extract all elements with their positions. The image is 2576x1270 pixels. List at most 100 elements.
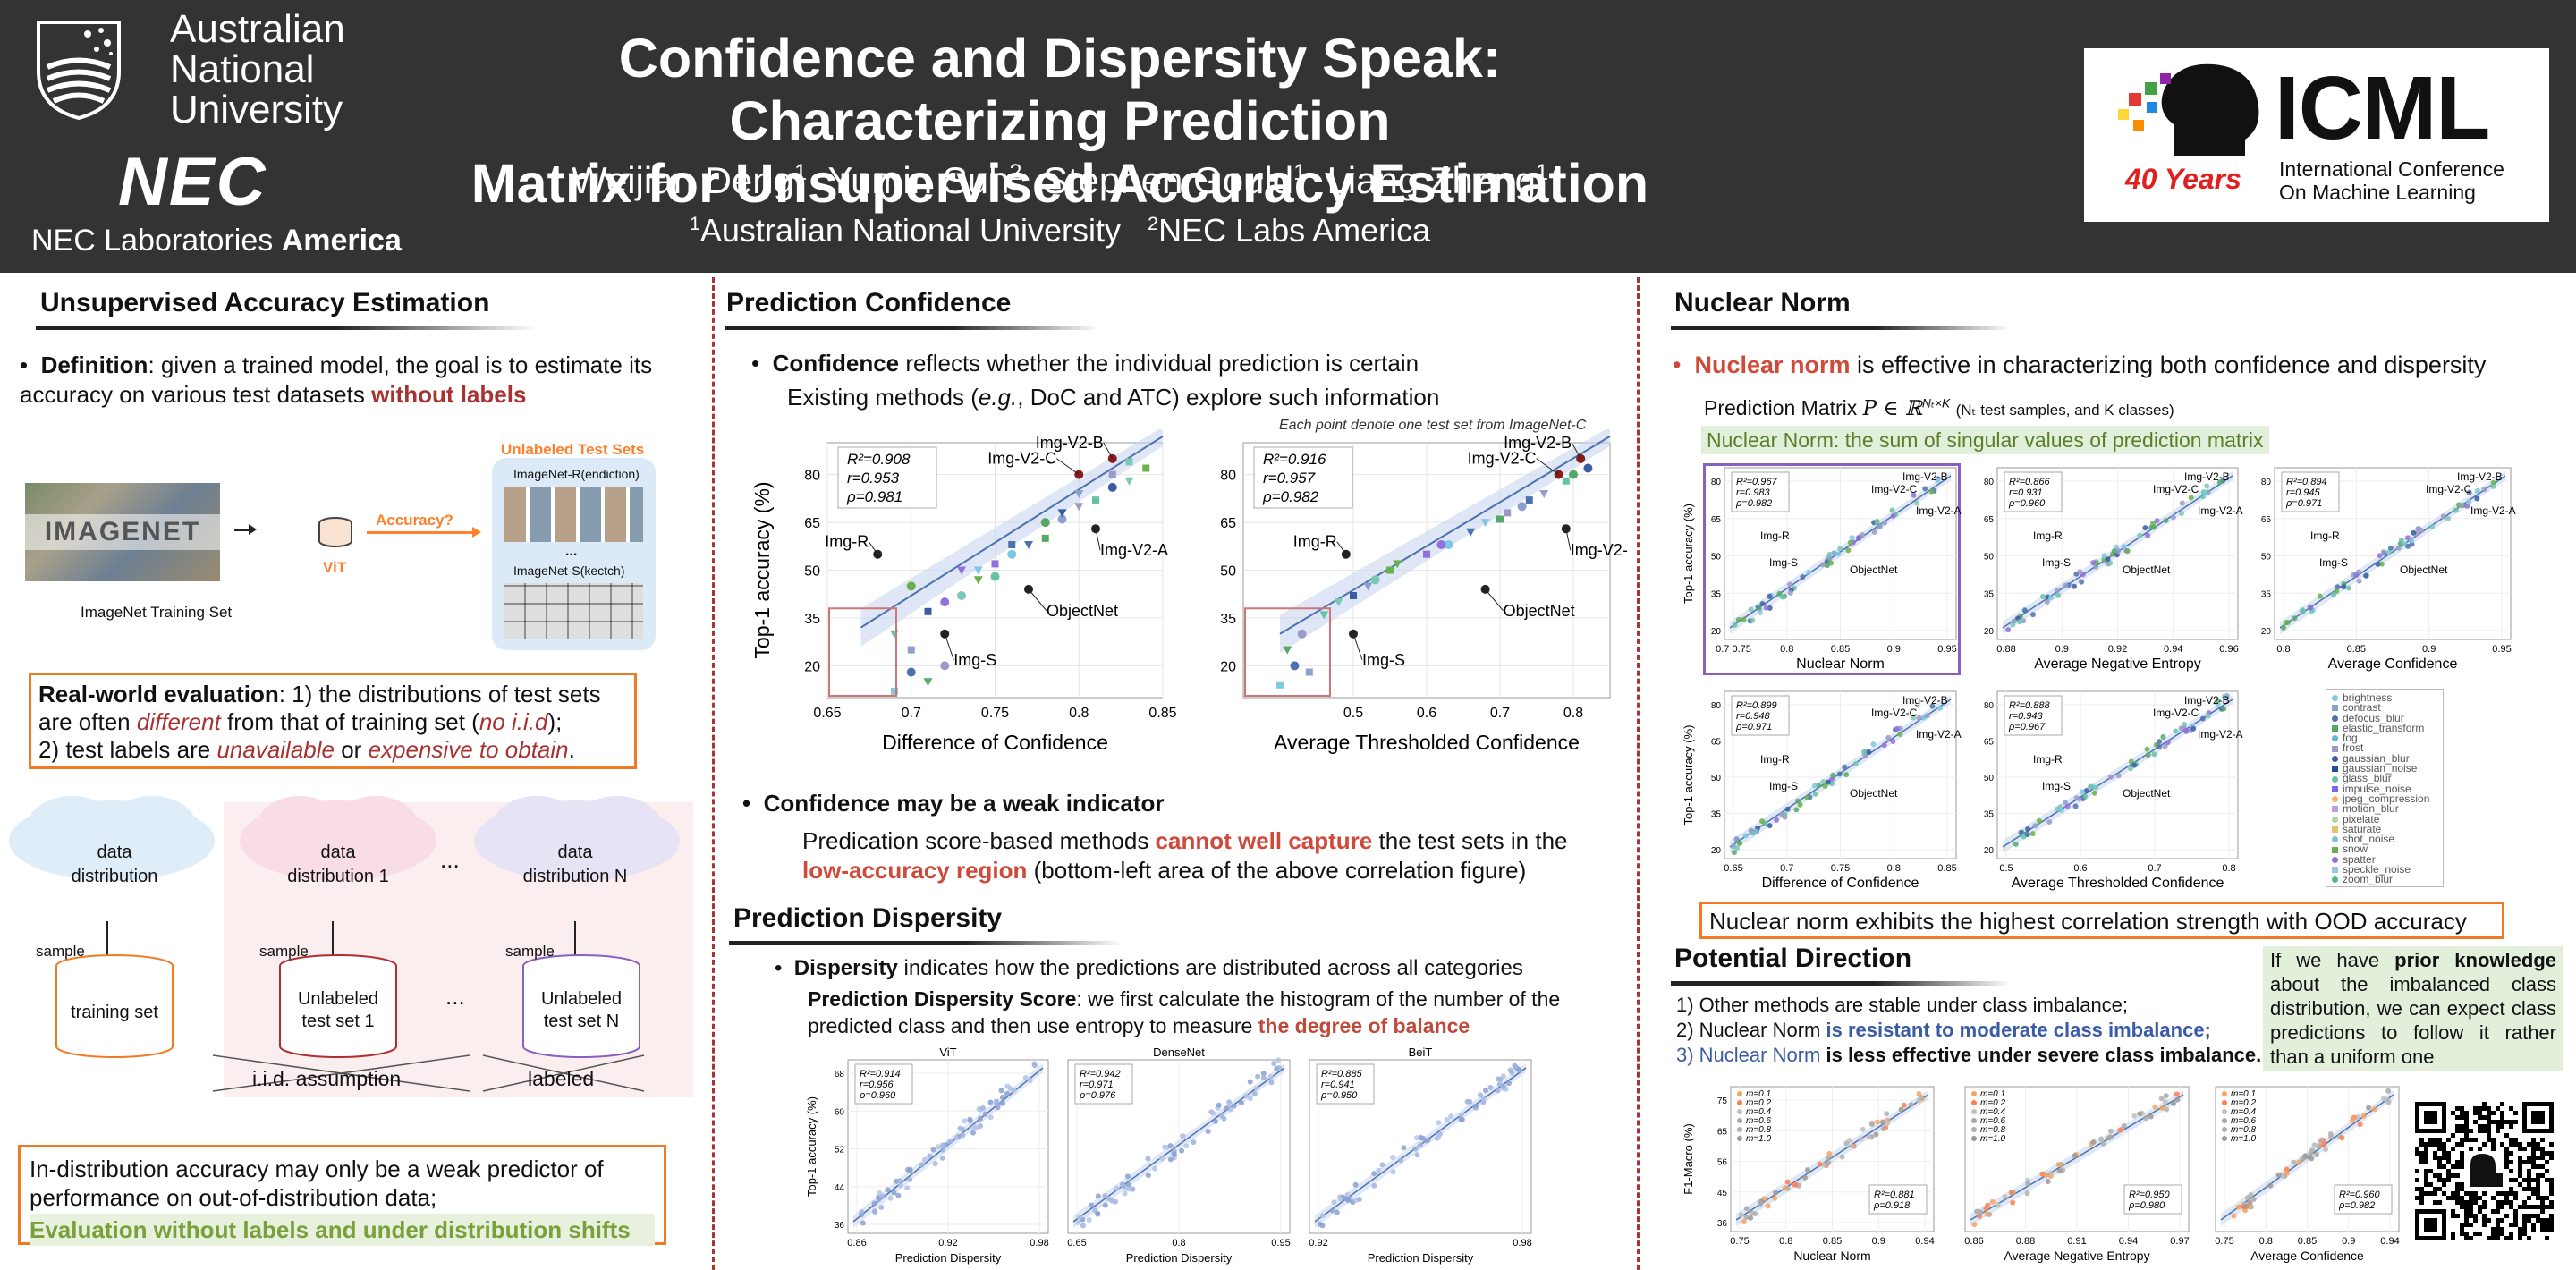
qr-module [2518, 1173, 2522, 1178]
stat-text: ρ=0.967 [2008, 722, 2046, 732]
data-point [2137, 1111, 2143, 1117]
data-point [1260, 1075, 1267, 1081]
qr-module [2513, 1196, 2518, 1200]
data-point [2466, 489, 2472, 495]
data-point [1914, 500, 1920, 506]
dispersity-text: • Dispersity indicates how the predictio… [775, 956, 1523, 980]
qr-module [2527, 1156, 2531, 1160]
qr-module [2442, 1156, 2446, 1160]
data-point [2107, 774, 2114, 780]
y-tick-label: 20 [804, 659, 820, 674]
annotation-label: Img-V2-A [2470, 504, 2516, 517]
qr-module [2469, 1147, 2473, 1151]
data-point [1243, 1093, 1250, 1099]
column-separator [712, 277, 715, 1270]
qr-module [2549, 1191, 2554, 1196]
y-axis-label: Top-1 accuracy (%) [751, 481, 774, 658]
qr-module [2527, 1182, 2531, 1187]
data-point [2156, 744, 2162, 750]
data-point [987, 1099, 994, 1105]
data-point [2377, 553, 2383, 559]
data-point [1268, 1074, 1275, 1080]
data-point [998, 1088, 1004, 1094]
qr-module [2455, 1106, 2460, 1111]
data-point [1922, 486, 1928, 492]
qr-module [2473, 1106, 2478, 1111]
model-cylinder-icon [318, 517, 352, 547]
data-point [2083, 788, 2089, 794]
data-point [1935, 478, 1941, 484]
qr-module [2504, 1191, 2509, 1196]
y-tick-label: 50 [1984, 553, 1995, 563]
data-point [1845, 547, 1852, 554]
data-point [1822, 783, 1828, 790]
data-point [1835, 551, 1842, 557]
data-point [1784, 1179, 1791, 1185]
qr-module [2509, 1106, 2513, 1111]
stats-box [837, 446, 937, 509]
data-point [1826, 555, 1833, 562]
qr-module [2540, 1205, 2545, 1209]
legend-label: m=1.0 [1746, 1134, 1772, 1144]
y-tick-label: 35 [1711, 810, 1722, 820]
data-point [1231, 1103, 1237, 1109]
data-point [1884, 1111, 1890, 1117]
data-point [1504, 509, 1512, 517]
data-point [1795, 798, 1801, 804]
x-tick-label: 0.94 [2164, 644, 2182, 655]
data-point [1898, 1106, 1904, 1113]
qr-module [2545, 1169, 2549, 1173]
qr-module [2460, 1111, 2464, 1115]
qr-module [2513, 1223, 2518, 1227]
qr-module [2478, 1205, 2482, 1209]
y-tick-label: 44 [835, 1183, 845, 1193]
data-point [1782, 1185, 1788, 1191]
annotation-label: Img-R [2033, 529, 2063, 542]
data-point [1924, 713, 1930, 719]
stat-text: R²=0.950 [2129, 1190, 2170, 1200]
data-point [2115, 547, 2122, 554]
qr-module [2518, 1236, 2522, 1240]
qr-module [2478, 1124, 2482, 1129]
data-point [878, 1204, 885, 1210]
qr-module [2419, 1151, 2424, 1156]
data-point [1989, 1198, 1996, 1205]
data-point [1779, 811, 1785, 817]
data-point [1125, 458, 1133, 466]
data-point [1247, 1096, 1253, 1102]
x-tick-label: 0.97 [2170, 1236, 2189, 1247]
cylinder-icon [55, 954, 174, 1058]
qr-module [2478, 1209, 2482, 1214]
data-point [1334, 598, 1343, 607]
qr-module [2500, 1120, 2504, 1124]
corruption-legend: brightness contrast defocus_blur elastic_tr… [2326, 689, 2444, 887]
stat-text: ρ=0.976 [1079, 1090, 1116, 1101]
qr-module [2509, 1178, 2513, 1182]
data-point [1828, 776, 1835, 783]
legend-marker [2332, 816, 2338, 823]
stat-text: R²=0.885 [1321, 1069, 1362, 1080]
qr-module [2419, 1187, 2424, 1191]
qr-module [2549, 1182, 2554, 1187]
data-point [1022, 1074, 1029, 1080]
data-point [2404, 535, 2411, 541]
data-point [2079, 579, 2085, 585]
data-point [2366, 1105, 2372, 1111]
data-point [1040, 518, 1050, 528]
data-point [1305, 668, 1313, 676]
qr-module [2522, 1160, 2527, 1164]
qr-module [2549, 1205, 2554, 1209]
qr-module [2509, 1205, 2513, 1209]
qr-module [2464, 1138, 2469, 1142]
data-point [973, 566, 983, 575]
qr-module [2473, 1196, 2478, 1200]
qr-module [2487, 1129, 2491, 1133]
pds-text: Prediction Dispersity Score: we first ca… [808, 987, 1561, 1037]
data-point [2429, 524, 2436, 530]
data-point [1866, 1134, 1872, 1140]
qr-module [2478, 1147, 2482, 1151]
qr-module [2491, 1147, 2496, 1151]
data-point [1145, 1173, 1151, 1179]
y-tick-label: 20 [1984, 627, 1995, 637]
data-point [1759, 601, 1766, 607]
